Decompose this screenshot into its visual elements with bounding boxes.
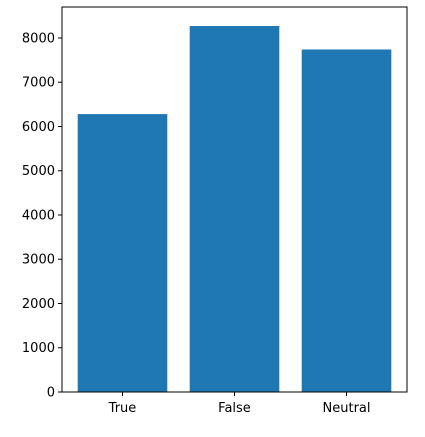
x-tick-label: Neutral xyxy=(323,401,371,416)
x-tick-label: True xyxy=(108,401,137,416)
y-tick-label: 0 xyxy=(47,386,55,401)
y-tick-label: 6000 xyxy=(22,120,55,135)
bars-group xyxy=(77,26,392,393)
y-tick-label: 8000 xyxy=(22,31,55,46)
bar-false xyxy=(189,26,280,392)
bar-neutral xyxy=(301,49,392,392)
y-axis-ticks: 0 1000 2000 3000 4000 5000 6000 7000 8000 xyxy=(22,31,62,401)
x-axis-ticks: True False Neutral xyxy=(108,392,371,416)
y-tick-label: 5000 xyxy=(22,164,55,179)
bar-true xyxy=(77,114,168,393)
y-tick-label: 3000 xyxy=(22,253,55,268)
x-tick-label: False xyxy=(218,401,251,416)
plot-frame xyxy=(61,6,408,393)
y-tick-label: 4000 xyxy=(22,208,55,223)
y-tick-label: 2000 xyxy=(22,297,55,312)
y-tick-label: 1000 xyxy=(22,341,55,356)
y-tick-label: 7000 xyxy=(22,76,55,91)
